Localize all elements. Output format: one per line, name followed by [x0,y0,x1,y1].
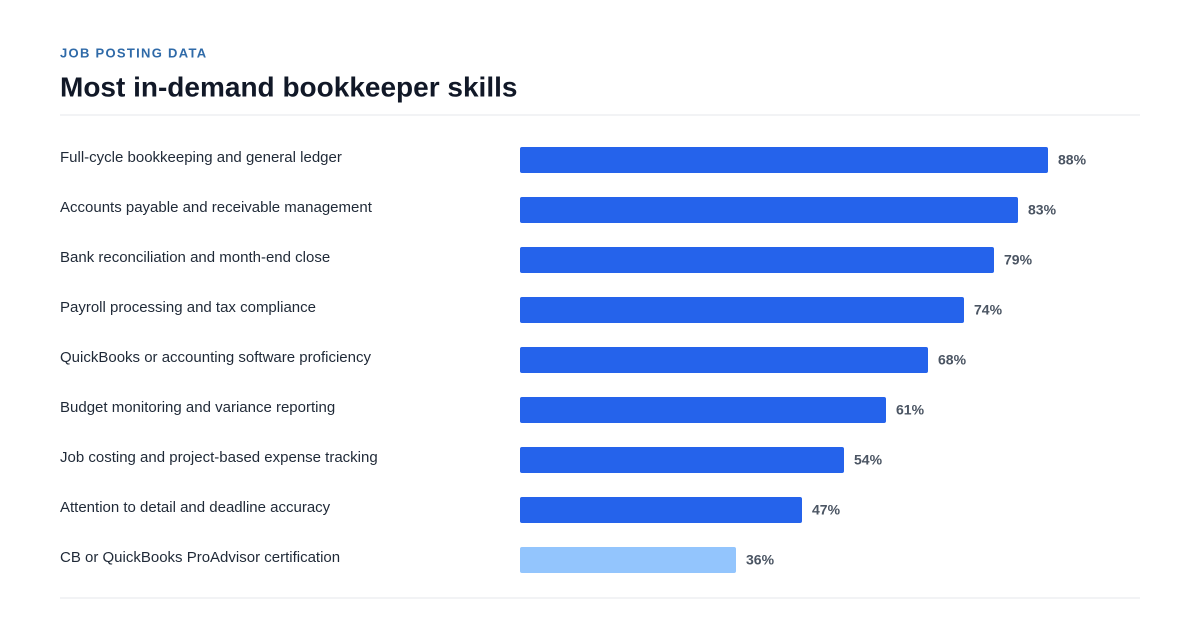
chart-title: Most in-demand bookkeeper skills [60,71,517,102]
bar [520,147,1048,173]
category-label: QuickBooks or accounting software profic… [60,349,371,366]
value-label: 61% [896,402,925,418]
value-label: 83% [1028,202,1057,218]
bar [520,497,802,523]
bar [520,447,844,473]
bar [520,397,886,423]
chart-subtitle: JOB POSTING DATA [60,45,207,60]
value-label: 79% [1004,252,1033,268]
category-label: Accounts payable and receivable manageme… [60,199,373,216]
value-label: 54% [854,452,883,468]
category-label: Job costing and project-based expense tr… [60,449,378,466]
category-label: Budget monitoring and variance reporting [60,399,335,416]
value-label: 36% [746,552,775,568]
category-label: Attention to detail and deadline accurac… [60,499,331,516]
bar [520,347,928,373]
value-label: 88% [1058,152,1087,168]
bar [520,197,1018,223]
value-label: 74% [974,302,1003,318]
value-label: 68% [938,352,967,368]
category-label: Payroll processing and tax compliance [60,299,316,316]
category-label: Full-cycle bookkeeping and general ledge… [60,149,342,166]
category-label: Bank reconciliation and month-end close [60,249,330,266]
category-label: CB or QuickBooks ProAdvisor certificatio… [60,549,340,566]
value-label: 47% [812,502,841,518]
bar [520,247,994,273]
bar [520,297,964,323]
bar [520,547,736,573]
